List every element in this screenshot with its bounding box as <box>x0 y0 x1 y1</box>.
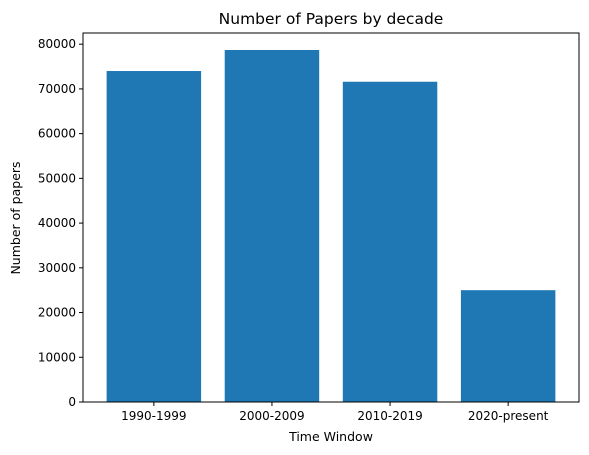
chart-title: Number of Papers by decade <box>219 10 444 28</box>
y-tick-label: 50000 <box>38 171 76 185</box>
y-tick-label: 60000 <box>38 127 76 141</box>
y-tick-label: 80000 <box>38 37 76 51</box>
plot-frame <box>82 32 580 403</box>
x-tick-label: 2020-present <box>468 409 549 423</box>
bar-1990-1999 <box>106 71 202 402</box>
y-axis: 0 10000 20000 30000 40000 50000 60000 70000 8000… <box>38 37 83 409</box>
y-axis-label: Number of papers <box>8 161 23 274</box>
bars-group <box>106 49 556 403</box>
x-tick-label: 2010-2019 <box>357 409 422 423</box>
bar-2020-present <box>460 290 556 402</box>
y-tick-label: 20000 <box>38 306 76 320</box>
x-axis-label: Time Window <box>288 429 373 444</box>
y-tick-label: 10000 <box>38 350 76 364</box>
y-tick-label: 30000 <box>38 261 76 275</box>
y-tick-label: 70000 <box>38 82 76 96</box>
bar-2010-2019 <box>342 81 438 403</box>
x-axis: 1990-1999 2000-2009 2010-2019 2020-present <box>121 402 549 423</box>
y-tick-label: 0 <box>68 395 76 409</box>
x-tick-label: 2000-2009 <box>239 409 304 423</box>
y-tick-label: 40000 <box>38 216 76 230</box>
bar-2000-2009 <box>224 49 320 402</box>
x-tick-label: 1990-1999 <box>121 409 186 423</box>
